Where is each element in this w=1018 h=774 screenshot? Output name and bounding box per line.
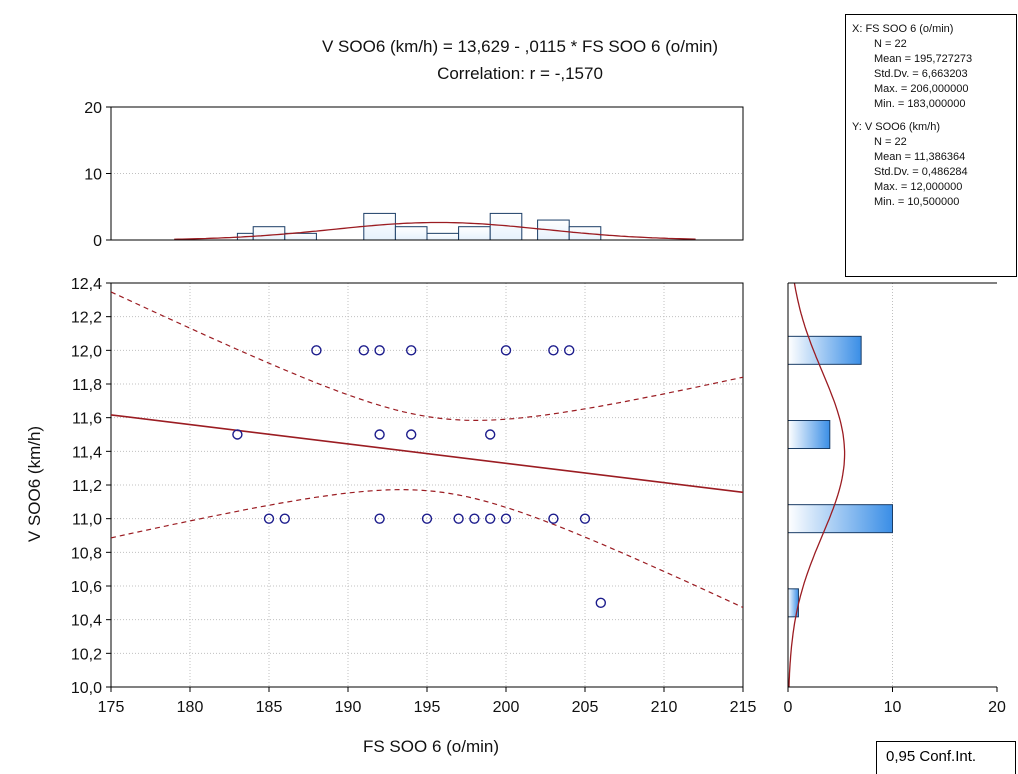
right-hist-bar xyxy=(787,420,831,449)
top-hist-normal-curve xyxy=(174,221,696,240)
right-hist-x-tick-label: 20 xyxy=(988,699,1006,716)
plot-frame xyxy=(110,282,744,688)
data-point xyxy=(374,513,385,524)
top-hist-frame xyxy=(110,106,744,241)
top-hist-bar xyxy=(363,212,396,241)
x-tick-label: 200 xyxy=(493,699,520,716)
y-tick-label: 12,4 xyxy=(71,276,102,293)
right-hist-x-tick-label: 0 xyxy=(784,699,793,716)
data-point xyxy=(469,513,480,524)
data-point xyxy=(564,345,575,356)
y-tick-label: 10,6 xyxy=(71,579,102,596)
data-point xyxy=(374,345,385,356)
confidence-interval-legend: 0,95 Conf.Int. xyxy=(876,741,1016,774)
data-point xyxy=(595,597,606,609)
y-tick-label: 12,0 xyxy=(71,343,102,360)
x-stat-max: Max. = 206,000000 xyxy=(874,83,969,95)
top-hist-y-tick-label: 20 xyxy=(84,100,102,117)
y-tick-label: 11,2 xyxy=(72,478,102,495)
right-hist-x-tick-label: 10 xyxy=(884,699,902,716)
y-tick-label: 11,0 xyxy=(72,512,102,529)
data-point xyxy=(421,513,433,524)
right-hist-bar xyxy=(787,335,862,365)
y-tick-label: 11,8 xyxy=(72,377,102,394)
data-point xyxy=(548,345,559,356)
x-tick-label: 175 xyxy=(98,699,125,716)
y-tick-label: 12,2 xyxy=(71,310,102,327)
x-stat-min: Min. = 183,000000 xyxy=(874,98,966,110)
y-axis-label: V SOO6 (km/h) xyxy=(25,426,44,542)
y-tick-label: 10,4 xyxy=(71,613,102,630)
data-point xyxy=(548,513,559,524)
y-tick-label: 10,8 xyxy=(71,545,102,562)
top-hist-bar xyxy=(426,232,460,241)
right-hist-normal-curve xyxy=(788,282,846,688)
x-tick-label: 210 xyxy=(651,699,678,716)
data-point xyxy=(579,513,591,524)
data-point xyxy=(406,429,417,440)
data-point xyxy=(279,513,290,524)
right-hist-bar xyxy=(787,504,893,534)
x-tick-label: 180 xyxy=(177,699,204,716)
data-point xyxy=(374,429,385,440)
y-stats-header: Y: V SOO6 (km/h) xyxy=(852,121,941,133)
descriptive-stats-legend: X: FS SOO 6 (o/min) N = 22 Mean = 195,72… xyxy=(845,14,1017,277)
x-stat-std: Std.Dv. = 6,663203 xyxy=(874,68,968,80)
x-tick-label: 205 xyxy=(572,699,599,716)
y-tick-label: 11,6 xyxy=(72,411,102,428)
x-tick-label: 190 xyxy=(335,699,362,716)
x-stat-mean: Mean = 195,727273 xyxy=(874,53,973,65)
x-stat-n: N = 22 xyxy=(874,38,907,50)
top-histogram: 0 10 20 xyxy=(84,100,744,250)
x-tick-label: 215 xyxy=(730,699,757,716)
top-hist-bar xyxy=(284,232,317,241)
chart-title-correlation: Correlation: r = -,1570 xyxy=(437,64,603,83)
data-point xyxy=(485,429,496,440)
data-point xyxy=(485,513,496,524)
y-stat-std: Std.Dv. = 0,486284 xyxy=(874,166,968,178)
confidence-band-lower xyxy=(111,488,743,609)
scatter-plot-area: 175 180 185 190 195 200 205 210 215 10,0 10,2 10,4 1… xyxy=(71,276,757,716)
data-point xyxy=(500,513,512,524)
data-point xyxy=(406,345,417,356)
top-hist-bar xyxy=(458,226,491,241)
x-stats-header: X: FS SOO 6 (o/min) xyxy=(852,23,954,35)
y-tick-label: 11,4 xyxy=(72,444,102,461)
data-point xyxy=(358,345,369,356)
top-hist-y-tick-label: 10 xyxy=(84,167,102,184)
x-tick-label: 185 xyxy=(256,699,283,716)
right-histogram: 0 10 20 xyxy=(784,282,1006,716)
y-stat-n: N = 22 xyxy=(874,136,907,148)
y-stat-mean: Mean = 11,386364 xyxy=(874,151,966,163)
y-stat-max: Max. = 12,000000 xyxy=(874,181,963,193)
x-axis-label: FS SOO 6 (o/min) xyxy=(363,737,499,756)
top-hist-bar xyxy=(394,226,428,241)
regression-line xyxy=(111,414,743,494)
y-tick-label: 10,0 xyxy=(71,680,102,697)
top-hist-bar xyxy=(252,226,286,241)
data-point xyxy=(311,345,322,356)
x-tick-label: 195 xyxy=(414,699,441,716)
chart-title-equation: V SOO6 (km/h) = 13,629 - ,0115 * FS SOO … xyxy=(322,37,718,56)
y-tick-label: 10,2 xyxy=(71,646,102,663)
data-point xyxy=(232,429,243,440)
data-point xyxy=(263,513,275,524)
y-stat-min: Min. = 10,500000 xyxy=(874,196,960,208)
top-hist-y-tick-label: 0 xyxy=(93,233,102,250)
data-point xyxy=(453,513,464,524)
data-point xyxy=(500,345,512,356)
confidence-band-upper xyxy=(111,291,743,422)
